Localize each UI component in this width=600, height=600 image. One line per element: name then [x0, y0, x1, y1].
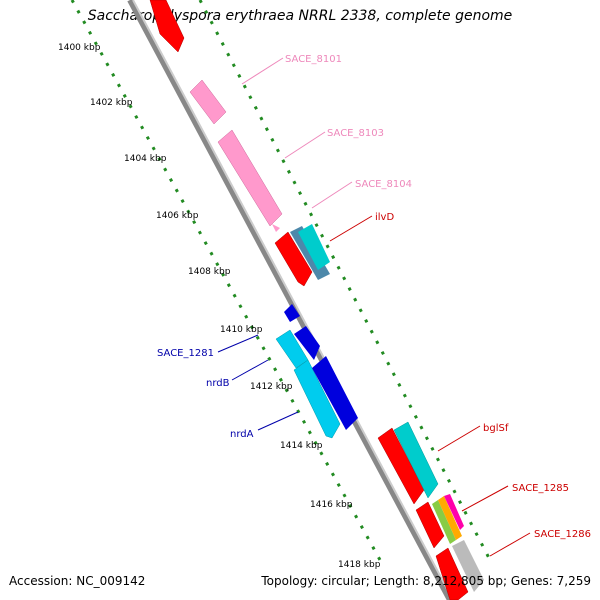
- tick-label: 1416 kbp: [310, 500, 353, 510]
- gene-label-bglsf[interactable]: bglSf: [483, 423, 509, 434]
- tick-label: 1400 kbp: [58, 43, 101, 53]
- gene-red-top[interactable]: [149, 0, 185, 53]
- tick-label: 1402 kbp: [90, 98, 133, 108]
- genome-backbone: [127, 0, 453, 600]
- gene-sace-1286-red[interactable]: [435, 547, 469, 600]
- genome-stats-text: Topology: circular; Length: 8,212,805 bp…: [261, 574, 591, 588]
- leader-ilvd: [329, 215, 373, 242]
- genome-backbone-highlight: [132, 0, 454, 600]
- leader-sace-8101: [241, 57, 284, 85]
- gene-label-sace-8103[interactable]: SACE_8103: [327, 128, 384, 139]
- gene-label-nrda[interactable]: nrdA: [230, 429, 254, 440]
- gene-label-sace-8101[interactable]: SACE_8101: [285, 54, 342, 65]
- gene-sace-1286-gray[interactable]: [452, 540, 484, 592]
- gene-label-sace-8104[interactable]: SACE_8104: [355, 179, 412, 190]
- gene-label-ilvd[interactable]: ilvD: [375, 212, 394, 223]
- gene-nrdb[interactable]: [293, 359, 341, 439]
- leader-sace-1285: [461, 485, 509, 512]
- leader-bglsf: [437, 425, 481, 452]
- gene-ilvd-red[interactable]: [274, 231, 313, 287]
- tick-label: 1410 kbp: [220, 325, 263, 335]
- gene-ilvd-teal[interactable]: [298, 224, 330, 270]
- gene-sace-8104[interactable]: [272, 224, 280, 232]
- gene-bglsf-teal[interactable]: [393, 421, 439, 499]
- tick-label: 1406 kbp: [156, 211, 199, 221]
- leader-sace-1281: [217, 334, 259, 353]
- gene-sace-8103[interactable]: [217, 129, 283, 227]
- outer-dotted-line: [198, 0, 492, 561]
- gene-nrda[interactable]: [312, 356, 358, 430]
- gene-blue-small[interactable]: [284, 304, 300, 322]
- tick-label: 1412 kbp: [250, 382, 293, 392]
- leader-sace-8104: [311, 181, 353, 209]
- accession-text: Accession: NC_009142: [9, 574, 146, 588]
- leader-sace-1286: [489, 532, 531, 557]
- leader-nrda: [257, 411, 299, 431]
- map-title: Saccharopolyspora erythraea NRRL 2338, c…: [87, 8, 513, 24]
- ruler-dotted-line: [70, 0, 382, 561]
- tick-label: 1418 kbp: [338, 560, 381, 570]
- gene-sace-1285-multicolor[interactable]: [432, 494, 464, 544]
- gene-sace-8101[interactable]: [189, 79, 227, 125]
- gene-blue-mid[interactable]: [294, 326, 320, 360]
- gene-label-nrdb[interactable]: nrdB: [206, 378, 230, 389]
- tick-label: 1408 kbp: [188, 267, 231, 277]
- tick-label: 1414 kbp: [280, 441, 323, 451]
- leader-nrdb: [231, 359, 269, 381]
- gene-sace-1285-red[interactable]: [415, 501, 445, 549]
- gene-label-sace-1286[interactable]: SACE_1286: [534, 529, 591, 540]
- leader-sace-8103: [284, 131, 326, 159]
- tick-label: 1404 kbp: [124, 154, 167, 164]
- gene-label-sace-1285[interactable]: SACE_1285: [512, 483, 569, 494]
- gene-label-sace-1281[interactable]: SACE_1281: [157, 348, 214, 359]
